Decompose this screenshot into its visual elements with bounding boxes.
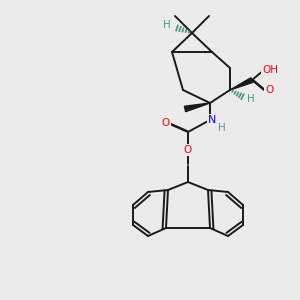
Polygon shape <box>184 103 210 112</box>
Text: OH: OH <box>262 65 278 75</box>
Text: N: N <box>208 115 216 125</box>
Text: O: O <box>184 145 192 155</box>
Text: O: O <box>162 118 170 128</box>
Text: O: O <box>265 85 273 95</box>
Polygon shape <box>230 78 253 90</box>
Text: H: H <box>163 20 171 30</box>
Text: H: H <box>218 123 226 133</box>
Text: H: H <box>247 94 255 104</box>
